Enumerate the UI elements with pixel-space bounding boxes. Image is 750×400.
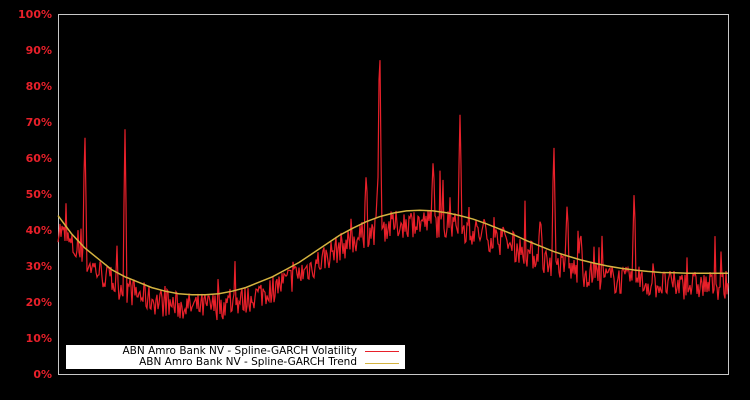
y-tick-label: 80% [25,80,52,93]
y-tick-label: 10% [25,332,52,345]
y-tick-label: 30% [25,260,52,273]
trend-line [57,209,728,296]
chart-legend: ABN Amro Bank NV - Spline-GARCH Volatili… [66,345,405,369]
y-tick-label: 0% [33,368,52,381]
y-tick-label: 20% [25,296,52,309]
legend-swatch-volatility [365,351,399,352]
y-tick-label: 50% [25,188,52,201]
legend-label-trend: ABN Amro Bank NV - Spline-GARCH Trend [139,356,357,368]
y-tick-label: 90% [25,44,52,57]
y-tick-label: 70% [25,116,52,129]
y-tick-label: 100% [18,8,52,21]
volatility-line [57,60,729,321]
y-tick-label: 40% [25,224,52,237]
plot-frame [58,14,729,375]
y-tick-label: 60% [25,152,52,165]
legend-swatch-trend [365,363,399,364]
legend-label-volatility: ABN Amro Bank NV - Spline-GARCH Volatili… [122,345,357,357]
